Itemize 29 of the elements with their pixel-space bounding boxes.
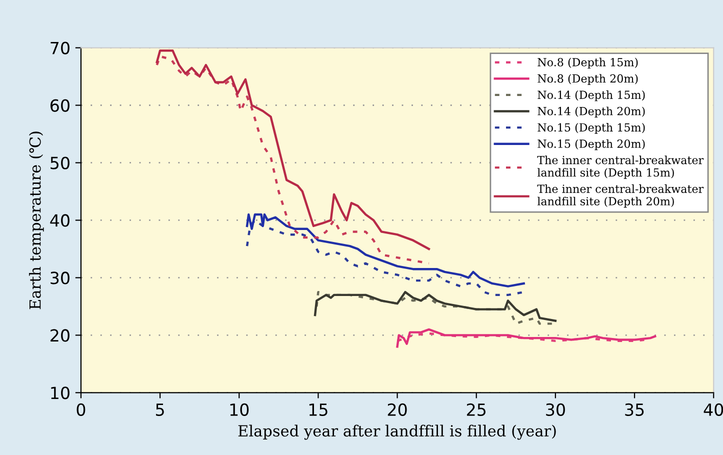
x-tick-label: 10 <box>230 403 249 416</box>
x-tick-label: 35 <box>625 403 644 416</box>
x-tick-label: 15 <box>309 404 328 416</box>
legend-label: The inner central-breakwater landfill site (Depth 15m) <box>537 156 704 179</box>
x-tick-label: 20 <box>388 403 407 416</box>
legend-label: The inner central-breakwater landfill site (Depth 20m) <box>537 184 704 208</box>
legend-label: No.15 (Depth 15m) <box>538 123 645 134</box>
x-axis-title: Elapsed year after landffill is filled (year) <box>238 424 556 440</box>
line-series <box>246 219 525 296</box>
line-series <box>246 213 525 288</box>
x-tick-label: 40 <box>704 403 723 416</box>
x-tick-label: 25 <box>466 403 486 416</box>
y-tick-label: 30 <box>50 272 70 284</box>
x-tick-label: 30 <box>546 403 565 416</box>
line-series <box>396 328 656 348</box>
legend-label: No.14 (Depth 15m) <box>538 90 645 102</box>
y-tick-label: 40 <box>50 214 70 227</box>
y-tick-label: 60 <box>50 99 70 112</box>
x-tick-label: 0 <box>76 403 86 416</box>
y-tick-label: 50 <box>50 156 70 170</box>
y-tick-label: 20 <box>50 329 70 342</box>
y-tick-label: 10 <box>51 386 70 400</box>
y-axis-title: Earth temperature (℃) <box>29 132 44 310</box>
legend-label: No.8 (Depth 20m) <box>538 74 638 85</box>
x-tick-label: 5 <box>156 404 164 416</box>
legend-label: No.8 (Depth 15m) <box>538 58 638 69</box>
legend-label: No.14 (Depth 20m) <box>538 106 645 118</box>
y-tick-label: 70 <box>50 42 70 54</box>
legend-label: No.15 (Depth 20m) <box>538 139 645 150</box>
